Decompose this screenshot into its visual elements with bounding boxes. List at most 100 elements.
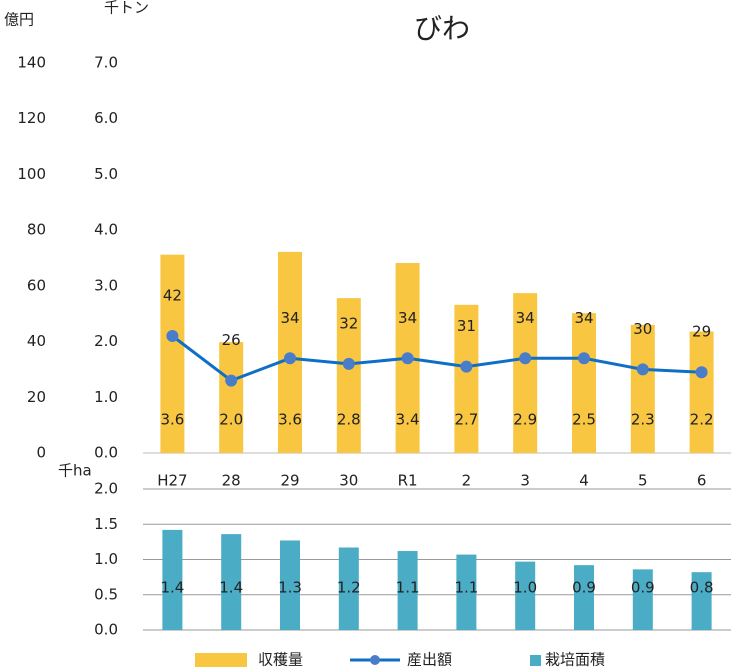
y2-tick-label: 80 — [27, 221, 46, 239]
data-label: 1.4 — [219, 579, 243, 597]
x-tick-label: 28 — [222, 472, 241, 490]
legend-label: 収穫量 — [258, 651, 303, 669]
bar — [160, 254, 185, 453]
y2-tick-label: 120 — [17, 109, 46, 127]
data-label: 3.4 — [396, 411, 420, 429]
data-label: 29 — [692, 323, 711, 341]
x-tick-label: 4 — [579, 472, 589, 490]
data-label: 34 — [516, 309, 535, 327]
data-label: 1.1 — [454, 579, 478, 597]
line-marker — [636, 363, 649, 376]
data-label: 2.0 — [219, 411, 243, 429]
legend-swatch — [530, 655, 541, 666]
y-tick-label: 2.0 — [94, 480, 118, 498]
y2-tick-label: 60 — [27, 276, 46, 294]
data-label: 3.6 — [160, 411, 184, 429]
y-tick-label: 0.0 — [94, 621, 118, 639]
y-tick-label: 3.0 — [94, 276, 118, 294]
line-marker — [166, 330, 179, 342]
y2-tick-label: 140 — [17, 54, 46, 72]
line-marker — [460, 360, 473, 373]
data-label: 1.2 — [337, 579, 361, 597]
bar — [221, 534, 242, 630]
data-label: 2.9 — [513, 411, 537, 429]
data-label: 1.3 — [278, 579, 302, 597]
data-label: 0.9 — [572, 579, 596, 597]
y-tick-label: 1.5 — [94, 515, 118, 533]
bar — [515, 561, 536, 630]
data-label: 0.8 — [690, 579, 714, 597]
data-label: 2.7 — [454, 411, 478, 429]
x-tick-label: 29 — [280, 472, 299, 490]
y-axis-label: 千ha — [58, 462, 92, 480]
legend-label: 産出額 — [407, 651, 452, 669]
x-tick-label: 5 — [638, 472, 648, 490]
line — [171, 334, 702, 383]
x-tick-label: H27 — [157, 472, 187, 490]
data-label: 32 — [339, 314, 358, 332]
data-label: 2.2 — [690, 411, 714, 429]
bar — [513, 293, 538, 453]
x-tick-label: 30 — [339, 472, 358, 490]
bar — [219, 342, 244, 453]
data-label: 2.3 — [631, 411, 655, 429]
line-marker — [695, 366, 708, 379]
x-tick-label: 2 — [462, 472, 472, 490]
bar — [572, 313, 596, 453]
bar — [632, 569, 653, 630]
y2-tick-label: 0 — [36, 444, 46, 462]
data-label: 1.1 — [396, 579, 420, 597]
bar — [162, 529, 183, 630]
x-tick-label: R1 — [398, 472, 418, 490]
bar — [630, 324, 655, 453]
y2-tick-label: 100 — [17, 165, 46, 183]
data-label: 1.4 — [160, 579, 184, 597]
bar — [456, 554, 477, 630]
bar — [336, 298, 361, 453]
bar — [338, 547, 359, 630]
bar — [574, 565, 594, 630]
line-marker — [519, 352, 532, 365]
y2-tick-label: 20 — [27, 388, 46, 406]
bar — [691, 572, 712, 630]
line-marker — [578, 352, 590, 365]
legend-swatch — [195, 653, 247, 667]
bar — [689, 331, 714, 453]
y-tick-label: 6.0 — [94, 109, 118, 127]
y-tick-label: 4.0 — [94, 221, 118, 239]
y-tick-label: 2.0 — [94, 332, 118, 350]
y2-tick-label: 40 — [27, 332, 46, 350]
line-marker — [342, 357, 355, 370]
y-tick-label: 0.0 — [94, 444, 118, 462]
bar — [454, 304, 479, 453]
y-tick-label: 1.0 — [94, 550, 118, 568]
line-marker — [225, 374, 238, 387]
bar — [280, 540, 300, 630]
x-tick-label: 3 — [520, 472, 530, 490]
y-axis-label: 千トン — [104, 0, 149, 17]
data-label: 2.5 — [572, 411, 596, 429]
bar — [397, 551, 418, 630]
data-label: 26 — [222, 331, 241, 349]
data-label: 34 — [280, 309, 299, 327]
y2-axis-label: 億円 — [4, 11, 34, 29]
data-label: 34 — [398, 309, 417, 327]
legend-marker — [370, 655, 380, 665]
chart-title: びわ — [414, 12, 470, 45]
y-tick-label: 7.0 — [94, 54, 118, 72]
data-label: 34 — [574, 309, 593, 327]
data-label: 31 — [457, 317, 476, 335]
legend-label: 栽培面積 — [545, 651, 605, 669]
data-label: 30 — [633, 320, 652, 338]
y-tick-label: 5.0 — [94, 165, 118, 183]
y-tick-label: 0.5 — [94, 585, 118, 603]
data-label: 3.6 — [278, 411, 302, 429]
data-label: 42 — [163, 287, 182, 305]
y-tick-label: 1.0 — [94, 388, 118, 406]
data-label: 2.8 — [337, 411, 361, 429]
line-marker — [284, 352, 296, 365]
x-tick-label: 6 — [697, 472, 707, 490]
data-label: 0.9 — [631, 579, 655, 597]
data-label: 1.0 — [513, 579, 537, 597]
